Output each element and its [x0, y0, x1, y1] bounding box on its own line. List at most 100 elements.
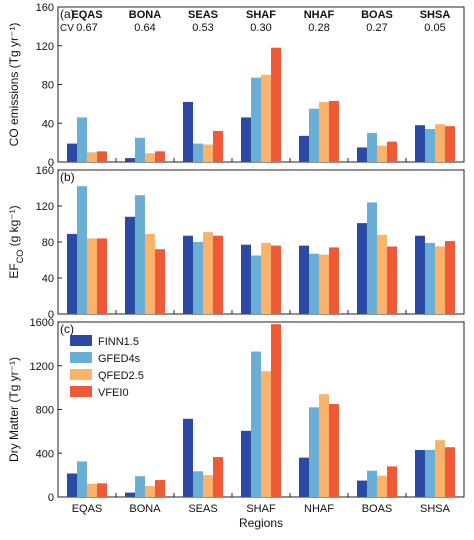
cv-value-SHSA: 0.05: [424, 22, 445, 34]
bar-1-QFED2.5-SHAF: [261, 242, 271, 314]
bar-0-QFED2.5-NHAF: [319, 101, 329, 162]
cv-value-SEAS: 0.53: [192, 22, 213, 34]
bar-1-GFED4s-NHAF: [309, 253, 319, 314]
bar-1-QFED2.5-SEAS: [203, 232, 213, 314]
bar-2-VFEI0-BOAS: [387, 466, 397, 497]
region-label-top-NHAF: NHAF: [304, 9, 335, 21]
y-axis-label-1: EFCO (g kg⁻¹): [7, 205, 25, 278]
bar-2-VFEI0-BONA: [155, 480, 165, 497]
legend-swatch-GFED4s: [70, 352, 92, 363]
region-label-top-EQAS: EQAS: [71, 9, 102, 21]
bar-1-GFED4s-BOAS: [367, 202, 377, 314]
bar-1-FINN1.5-BOAS: [357, 223, 367, 314]
bar-0-FINN1.5-BOAS: [357, 147, 367, 162]
bar-0-QFED2.5-SHSA: [435, 124, 445, 162]
y-tick-label-2-2: 800: [36, 405, 54, 417]
bar-0-FINN1.5-SHSA: [415, 125, 425, 162]
region-label-top-SHSA: SHSA: [420, 9, 451, 21]
bar-0-VFEI0-SHSA: [445, 126, 455, 162]
bar-2-VFEI0-EQAS: [97, 483, 107, 497]
bar-2-GFED4s-EQAS: [77, 461, 87, 497]
bar-1-GFED4s-SHAF: [251, 255, 261, 314]
cv-label: CV: [60, 23, 74, 34]
bar-1-GFED4s-EQAS: [77, 186, 87, 314]
legend-label-QFED2.5: QFED2.5: [98, 370, 144, 382]
bar-2-GFED4s-BOAS: [367, 470, 377, 497]
cv-value-EQAS: 0.67: [76, 22, 97, 34]
bar-0-GFED4s-SEAS: [193, 143, 203, 162]
bar-0-VFEI0-SEAS: [213, 131, 223, 162]
cv-value-BOAS: 0.27: [366, 22, 387, 34]
bar-1-VFEI0-NHAF: [329, 247, 339, 314]
bar-1-FINN1.5-NHAF: [299, 245, 309, 314]
legend-label-VFEI0: VFEI0: [98, 387, 129, 399]
y-axis-label-2: Dry Matter (Tg yr⁻¹): [7, 357, 21, 462]
bar-0-VFEI0-BONA: [155, 151, 165, 162]
region-label-top-SEAS: SEAS: [188, 9, 218, 21]
region-label-top-BONA: BONA: [129, 9, 161, 21]
bar-2-VFEI0-NHAF: [329, 404, 339, 497]
bar-1-FINN1.5-EQAS: [67, 233, 77, 314]
bar-2-VFEI0-SEAS: [213, 457, 223, 497]
y-tick-label-2-3: 1200: [30, 361, 54, 373]
bar-2-FINN1.5-NHAF: [299, 457, 309, 497]
bar-1-QFED2.5-NHAF: [319, 254, 329, 314]
bar-2-FINN1.5-SHAF: [241, 430, 251, 497]
bar-2-GFED4s-SHAF: [251, 351, 261, 497]
bar-1-FINN1.5-SEAS: [183, 235, 193, 314]
bar-1-GFED4s-SHSA: [425, 242, 435, 314]
bar-0-GFED4s-EQAS: [77, 117, 87, 162]
bar-2-QFED2.5-NHAF: [319, 394, 329, 497]
legend-swatch-VFEI0: [70, 386, 92, 397]
panel-label-2: (c): [60, 322, 74, 336]
bar-0-GFED4s-NHAF: [309, 108, 319, 162]
cv-value-SHAF: 0.30: [250, 22, 271, 34]
bar-1-VFEI0-SHAF: [271, 245, 281, 314]
y-tick-label-0-3: 120: [36, 41, 54, 53]
bar-0-GFED4s-SHAF: [251, 77, 261, 162]
bar-1-QFED2.5-SHSA: [435, 246, 445, 314]
bar-1-VFEI0-BOAS: [387, 246, 397, 314]
bar-2-VFEI0-SHAF: [271, 324, 281, 497]
bar-2-QFED2.5-BONA: [145, 486, 155, 497]
bar-1-VFEI0-SEAS: [213, 235, 223, 314]
x-tick-label-NHAF: NHAF: [304, 503, 334, 515]
bar-1-QFED2.5-BOAS: [377, 234, 387, 314]
y-tick-label-1-4: 160: [36, 165, 54, 177]
legend-swatch-FINN1.5: [70, 335, 92, 346]
bar-2-FINN1.5-BONA: [125, 492, 135, 497]
bar-2-QFED2.5-SHSA: [435, 440, 445, 497]
region-label-top-SHAF: SHAF: [246, 9, 276, 21]
bar-0-QFED2.5-SHAF: [261, 74, 271, 162]
x-axis-label: Regions: [239, 516, 283, 530]
bar-0-GFED4s-BONA: [135, 137, 145, 162]
legend-label-GFED4s: GFED4s: [98, 353, 141, 365]
bar-1-VFEI0-BONA: [155, 249, 165, 314]
bar-2-QFED2.5-SHAF: [261, 371, 271, 497]
x-tick-label-BONA: BONA: [129, 503, 161, 515]
bar-1-VFEI0-SHSA: [445, 241, 455, 314]
bar-0-QFED2.5-SEAS: [203, 144, 213, 162]
bar-2-QFED2.5-BOAS: [377, 475, 387, 497]
bar-0-FINN1.5-BONA: [125, 158, 135, 162]
bar-0-VFEI0-SHAF: [271, 47, 281, 162]
bar-2-FINN1.5-BOAS: [357, 480, 367, 497]
bar-0-QFED2.5-EQAS: [87, 152, 97, 162]
bar-1-GFED4s-BONA: [135, 195, 145, 314]
bar-1-QFED2.5-EQAS: [87, 238, 97, 314]
bar-0-FINN1.5-EQAS: [67, 143, 77, 162]
bar-1-QFED2.5-BONA: [145, 233, 155, 314]
panel-label-0: (a): [60, 7, 75, 21]
legend-label-FINN1.5: FINN1.5: [98, 336, 139, 348]
bar-2-GFED4s-NHAF: [309, 407, 319, 497]
bar-2-FINN1.5-SEAS: [183, 418, 193, 497]
y-tick-label-0-4: 160: [36, 2, 54, 14]
bar-0-QFED2.5-BONA: [145, 153, 155, 162]
y-tick-label-2-4: 1600: [30, 317, 54, 329]
x-tick-label-SEAS: SEAS: [188, 503, 217, 515]
cv-value-NHAF: 0.28: [308, 22, 329, 34]
bar-0-VFEI0-EQAS: [97, 151, 107, 162]
x-tick-label-EQAS: EQAS: [72, 503, 103, 515]
